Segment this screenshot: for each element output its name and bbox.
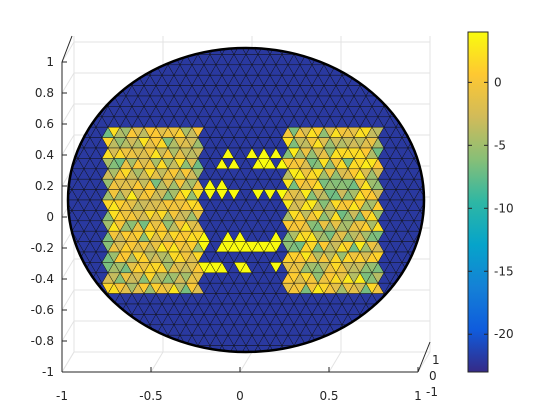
x-tick-label: -1 xyxy=(56,389,68,403)
z-tick-label: 0.8 xyxy=(35,86,54,100)
colorbar-tick-label: 0 xyxy=(494,75,502,89)
y-tick-label: 1 xyxy=(432,353,440,367)
z-tick-label: 0.2 xyxy=(35,179,54,193)
x-tick-label: 1 xyxy=(414,389,422,403)
colorbar-tick-label: -15 xyxy=(494,264,514,278)
z-tick-label: 1 xyxy=(46,55,54,69)
colorbar-tick-label: -10 xyxy=(494,201,514,215)
colorbar: 0 -5 -10 -15 -20 xyxy=(467,31,514,373)
colorbar-tick-label: -20 xyxy=(494,327,514,341)
y-tick-labels: -1 0 1 xyxy=(426,353,440,399)
z-tick-labels: -1 -0.8 -0.6 -0.4 -0.2 0 0.2 0.4 0.6 0.8 1 xyxy=(31,55,67,379)
y-tick-label: 0 xyxy=(429,369,437,383)
x-tick-label: -0.5 xyxy=(139,389,162,403)
z-tick-label: -1 xyxy=(42,365,54,379)
x-tick-label: 0 xyxy=(236,389,244,403)
x-tick-labels: -1 -0.5 0 0.5 1 xyxy=(56,367,422,403)
z-tick-label: -0.4 xyxy=(31,272,54,286)
z-tick-label: 0.6 xyxy=(35,117,54,131)
z-tick-label: 0.4 xyxy=(35,148,54,162)
y-tick-label: -1 xyxy=(426,385,438,399)
x-tick-label: 0.5 xyxy=(319,389,338,403)
z-tick-label: -0.8 xyxy=(31,334,54,348)
z-tick-label: 0 xyxy=(46,210,54,224)
z-tick-label: -0.2 xyxy=(31,241,54,255)
sphere-surface xyxy=(66,46,426,354)
colorbar-tick-label: -5 xyxy=(494,138,506,152)
z-tick-label: -0.6 xyxy=(31,303,54,317)
